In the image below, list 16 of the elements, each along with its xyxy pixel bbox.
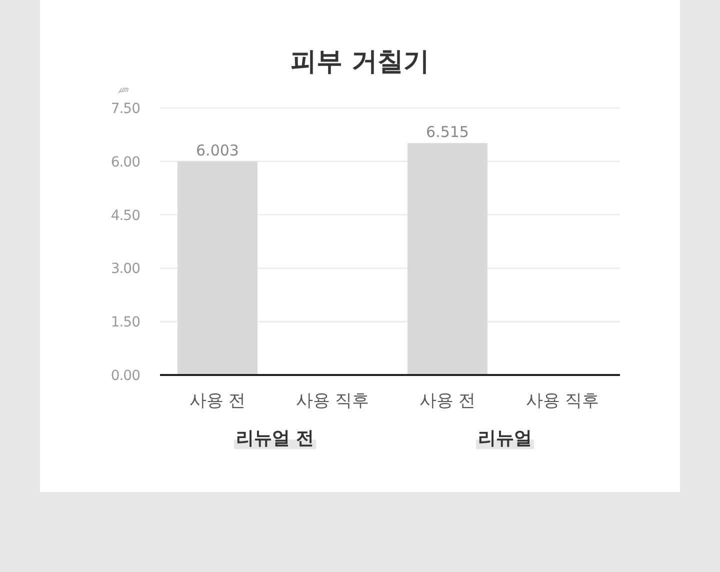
x-tick-label: 사용 직후 (296, 391, 370, 411)
y-tick-label: 4.50 (110, 208, 140, 224)
y-tick-label: 6.00 (110, 154, 140, 170)
chart-title: 피부 거칠기 (290, 47, 430, 77)
y-axis-title: ㎛ (118, 84, 129, 95)
y-tick-label: 0.00 (110, 368, 140, 384)
y-tick-label: 3.00 (110, 261, 140, 278)
y-tick-label: 1.50 (110, 314, 140, 331)
text: 리뉴얼 (478, 428, 532, 449)
x-tick-label: 사용 전 (189, 391, 246, 411)
data-label: 6.515 (426, 123, 469, 142)
x-tick-label: 사용 전 (419, 391, 476, 411)
data-label: 6.003 (196, 141, 239, 160)
x-tick-label: 사용 직후 (526, 391, 600, 411)
y-tick-label: 7.50 (110, 101, 140, 117)
text: 리뉴얼 전 (236, 428, 314, 449)
